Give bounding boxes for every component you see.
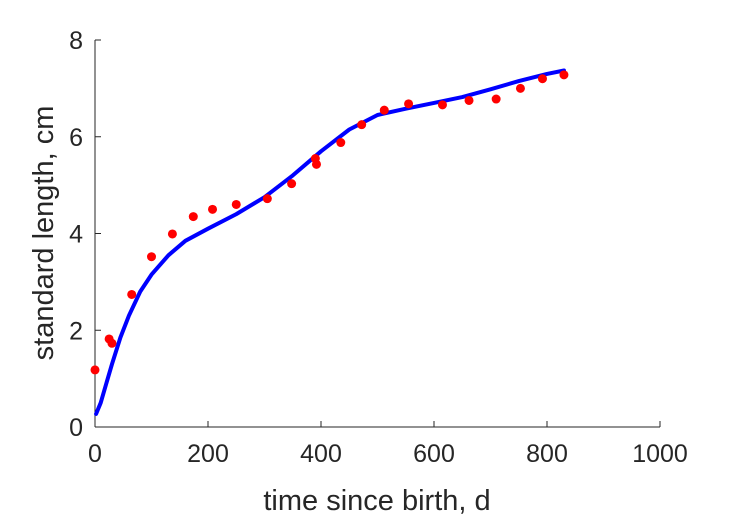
x-tick-label: 1000 — [632, 440, 688, 468]
plot-area — [90, 68, 569, 416]
y-tick-label: 8 — [69, 27, 83, 55]
data-point — [357, 120, 367, 130]
data-point — [491, 94, 501, 104]
data-point — [107, 338, 117, 348]
data-point — [515, 83, 525, 93]
data-point — [437, 100, 447, 110]
data-point — [404, 99, 414, 109]
data-point — [559, 70, 569, 80]
x-tick-label: 600 — [413, 440, 455, 468]
data-point — [262, 194, 272, 204]
data-point — [147, 252, 156, 262]
data-point — [90, 365, 100, 375]
y-tick-label: 4 — [69, 221, 83, 249]
y-tick-label: 2 — [69, 317, 83, 345]
data-point — [167, 229, 177, 239]
fit-curve-line — [94, 68, 566, 416]
data-point — [379, 105, 389, 115]
data-point — [208, 204, 218, 214]
data-point — [188, 212, 198, 222]
y-axis-label: standard length, cm — [28, 106, 60, 361]
x-tick-label: 400 — [300, 440, 342, 468]
x-tick-label: 200 — [187, 440, 229, 468]
data-point — [231, 199, 241, 209]
data-point — [311, 159, 321, 169]
data-point — [464, 95, 474, 105]
y-tick-label: 0 — [69, 414, 83, 442]
x-axis-label: time since birth, d — [263, 485, 490, 517]
x-tick-label: 800 — [526, 440, 568, 468]
data-point — [287, 179, 297, 189]
data-point — [336, 138, 346, 148]
x-tick-label: 0 — [88, 440, 102, 468]
data-point — [537, 74, 547, 84]
data-point — [127, 289, 137, 299]
axes: 0 200 400 600 800 1000 0 2 4 6 8 — [69, 27, 688, 468]
y-tick-label: 6 — [69, 124, 83, 152]
